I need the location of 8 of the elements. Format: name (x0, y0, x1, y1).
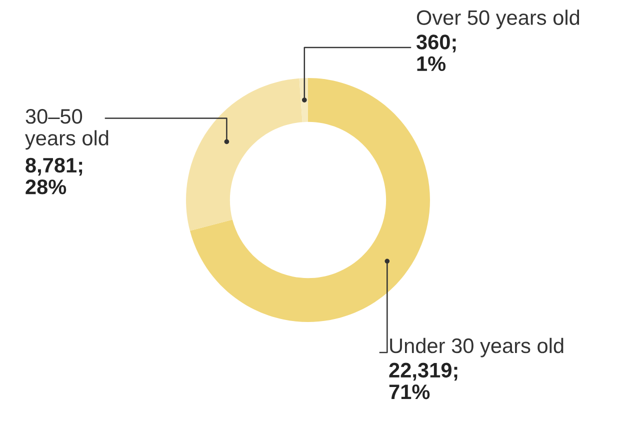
data-label: 360; 1% (416, 34, 456, 72)
data-label: 22,319; 71% (389, 362, 458, 400)
slice-label: Over 50 years old (416, 10, 580, 30)
slice-label: Under 30 years old (390, 338, 564, 358)
donut-slice (186, 78, 302, 231)
donut-slice (190, 78, 430, 322)
data-label: 8,781; 28% (26, 158, 82, 194)
slice-label: 30–50 years old (25, 109, 108, 150)
